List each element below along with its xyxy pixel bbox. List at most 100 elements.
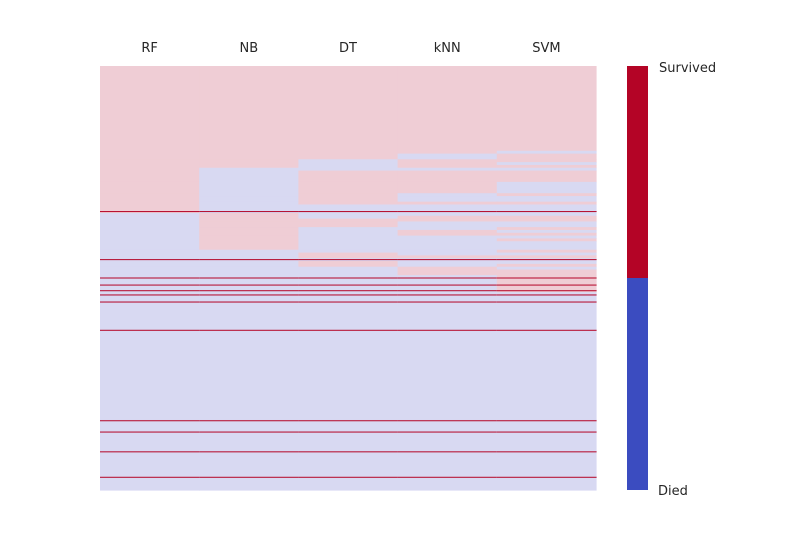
heatmap-row-line — [100, 259, 200, 261]
heatmap-row-line — [496, 301, 597, 303]
heatmap-cell — [100, 252, 200, 256]
heatmap-row-line — [199, 451, 299, 453]
heatmap-cell — [397, 269, 498, 276]
heatmap-cell — [199, 201, 299, 206]
heatmap-cell — [199, 241, 299, 251]
heatmap-cell — [100, 170, 200, 183]
heatmap-cell — [298, 221, 399, 228]
heatmap-row-line — [100, 301, 200, 303]
heatmap-cell — [397, 241, 498, 251]
heatmap-cell — [199, 266, 299, 271]
heatmap-cell — [397, 193, 498, 197]
column-label-nb: NB — [239, 41, 258, 56]
heatmap-row-line — [298, 431, 399, 433]
heatmap-cell — [298, 164, 399, 169]
heatmap-cell — [298, 204, 399, 211]
heatmap-cell — [496, 162, 597, 166]
heatmap-cell — [199, 252, 299, 256]
heatmap-cell — [199, 164, 299, 169]
heatmap-cell — [397, 218, 498, 223]
heatmap-cell — [397, 201, 498, 206]
heatmap-cell — [100, 215, 200, 220]
heatmap-row-line — [496, 329, 597, 331]
heatmap-cell — [199, 422, 299, 432]
column-label-svm: SVM — [532, 41, 560, 56]
heatmap-cell — [496, 232, 597, 237]
heatmap-cell — [100, 196, 200, 203]
heatmap-row-line — [397, 211, 498, 213]
heatmap-row-line — [199, 259, 299, 261]
heatmap-cell — [298, 181, 399, 194]
heatmap-cell — [100, 227, 200, 231]
heatmap-cell — [100, 433, 200, 452]
heatmap-cell — [496, 266, 597, 271]
heatmap-cell — [496, 196, 597, 203]
heatmap-cell — [496, 164, 597, 169]
heatmap-row-line — [199, 284, 299, 286]
heatmap-cell — [199, 221, 299, 228]
heatmap-cell — [100, 255, 200, 259]
heatmap-row-line — [397, 277, 498, 279]
heatmap-cell — [100, 269, 200, 276]
heatmap-row-line — [100, 420, 200, 422]
heatmap-cell — [496, 238, 597, 242]
heatmap-row-line — [199, 476, 299, 478]
heatmap-row-line — [397, 290, 498, 292]
heatmap-row-line — [298, 277, 399, 279]
heatmap-row-line — [397, 294, 498, 296]
heatmap-cell — [496, 286, 597, 290]
heatmap-row-line — [298, 211, 399, 213]
heatmap-cell — [298, 212, 399, 217]
heatmap-cell — [100, 221, 200, 228]
heatmap-cell — [397, 286, 498, 290]
heatmap-cell — [397, 162, 498, 166]
heatmap-cell — [496, 159, 597, 163]
heatmap-cell — [199, 227, 299, 231]
heatmap-cell — [397, 204, 498, 211]
heatmap-cell — [199, 218, 299, 223]
heatmap-cell — [496, 227, 597, 231]
heatmap-cell — [100, 303, 200, 330]
heatmap-cell — [298, 238, 399, 242]
column-label-rf: RF — [141, 41, 158, 56]
heatmap-cell — [496, 235, 597, 240]
heatmap-row-line — [199, 290, 299, 292]
heatmap-cell — [397, 478, 498, 491]
heatmap-cell — [496, 167, 597, 172]
heatmap-cell — [100, 238, 200, 242]
heatmap-cell — [397, 229, 498, 234]
heatmap-cell — [397, 249, 498, 254]
heatmap-cell — [100, 212, 200, 217]
heatmap-cell — [397, 235, 498, 240]
heatmap-cells — [100, 66, 597, 491]
heatmap-cell — [496, 433, 597, 452]
heatmap-cell — [496, 215, 597, 220]
heatmap-cell — [199, 249, 299, 254]
heatmap-cell — [298, 193, 399, 197]
heatmap-cell — [397, 453, 498, 477]
heatmap-cell — [298, 261, 399, 265]
heatmap-row-line — [199, 329, 299, 331]
heatmap-cell — [397, 238, 498, 242]
heatmap-cell — [496, 150, 597, 155]
heatmap-row-line — [397, 329, 498, 331]
heatmap-cell — [397, 261, 498, 265]
heatmap-cell — [298, 227, 399, 231]
heatmap-cell — [496, 170, 597, 183]
heatmap-cell — [496, 153, 597, 160]
heatmap-cell — [298, 150, 399, 155]
heatmap-cell — [100, 153, 200, 160]
heatmap-cell — [397, 280, 498, 285]
heatmap-cell — [100, 162, 200, 166]
heatmap-cell — [298, 229, 399, 234]
heatmap-cell — [100, 159, 200, 163]
heatmap-cell — [496, 252, 597, 256]
heatmap-row-line — [298, 290, 399, 292]
heatmap-cell — [100, 261, 200, 265]
heatmap-cell — [496, 201, 597, 206]
heatmap-row-line — [100, 431, 200, 433]
heatmap-cell — [199, 478, 299, 491]
heatmap-cell — [199, 261, 299, 265]
heatmap-row-line — [100, 211, 200, 213]
